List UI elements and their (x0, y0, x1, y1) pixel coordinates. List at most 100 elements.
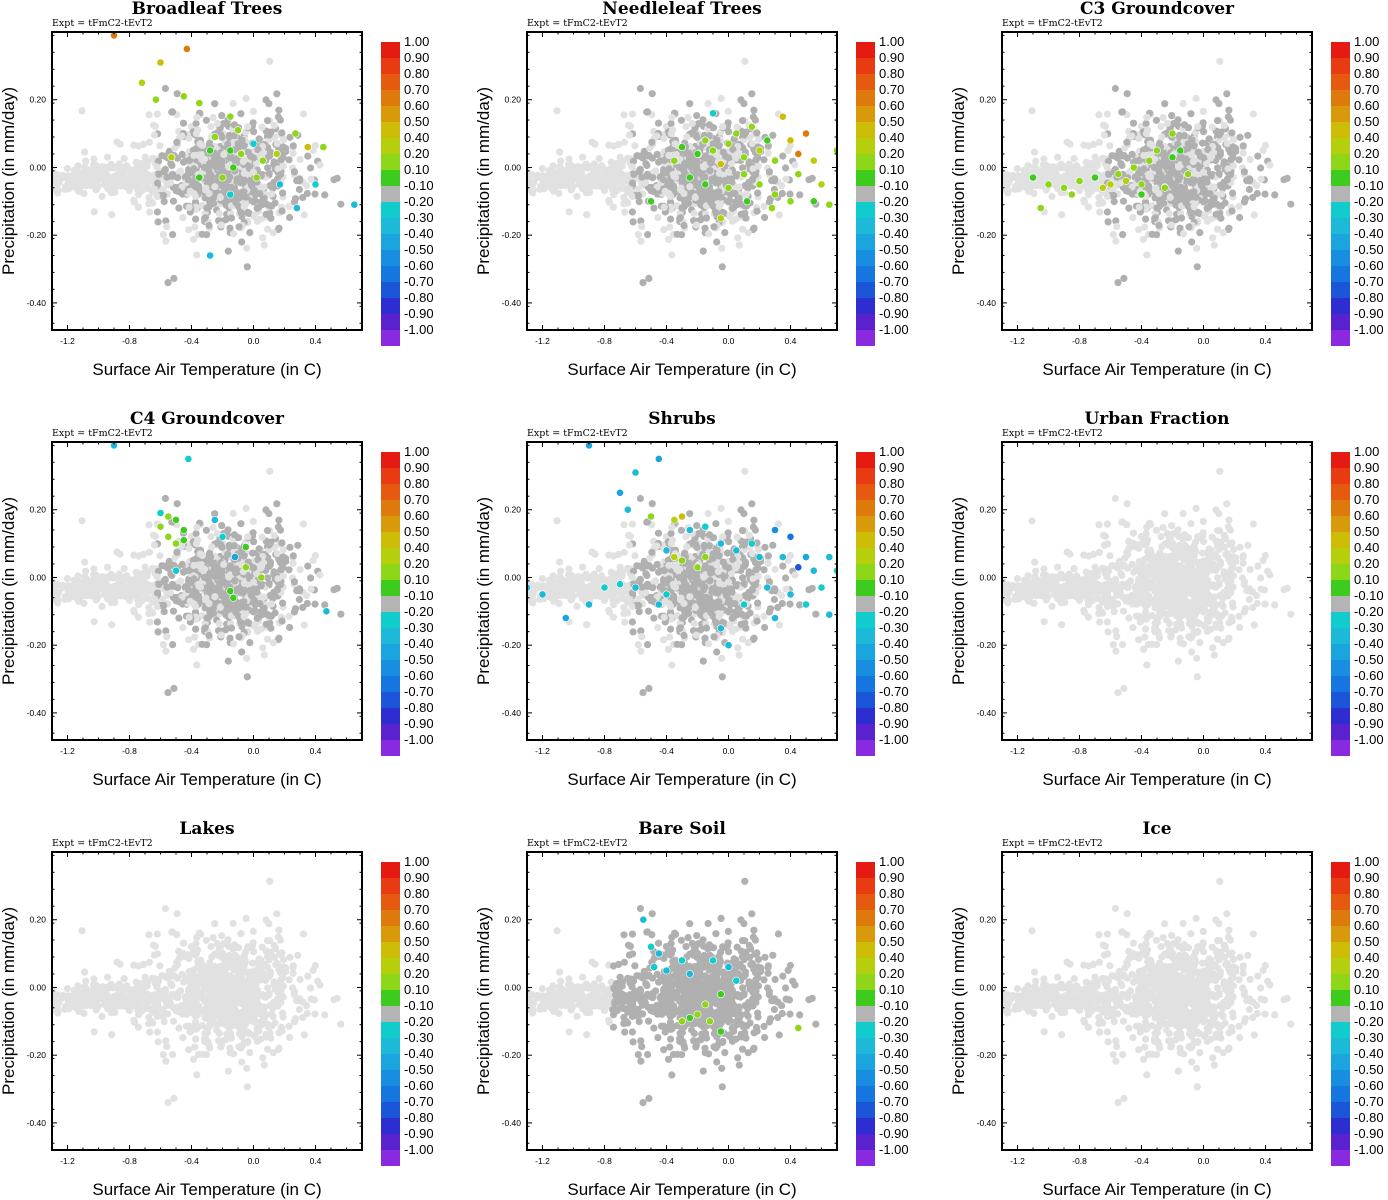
scatter-point (240, 188, 248, 196)
scatter-point (1112, 237, 1120, 245)
colored-point (226, 146, 235, 155)
scatter-point (270, 531, 278, 540)
colored-point (1153, 146, 1161, 155)
scatter-point (254, 145, 262, 154)
scatter-point (1246, 155, 1254, 164)
scatter-point (765, 168, 774, 176)
colorbar-label: -0.40 (404, 226, 434, 241)
scatter-point (289, 559, 297, 567)
scatter-point (1030, 189, 1038, 197)
colored-point (350, 200, 359, 209)
scatter-point (243, 673, 251, 681)
scatter-point (160, 198, 168, 206)
scatter-point (653, 132, 661, 140)
scatter-point (742, 129, 750, 137)
scatter-point (169, 197, 178, 205)
scatter-point (107, 599, 115, 607)
colorbar-label: 0.40 (404, 130, 429, 145)
scatter-point (1197, 179, 1205, 187)
scatter-point (749, 165, 757, 173)
scatter-point (639, 154, 647, 162)
scatter-point (265, 169, 273, 178)
colored-point (291, 129, 300, 138)
scatter-point (174, 174, 182, 182)
scatter-point (159, 641, 167, 649)
colored-point (206, 146, 214, 155)
scatter-point (556, 148, 564, 156)
scatter-point (262, 620, 270, 628)
scatter-point (260, 241, 268, 249)
scatter-point (205, 631, 213, 640)
scatter-point (237, 520, 245, 528)
colored-point (802, 129, 810, 138)
scatter-point (704, 99, 712, 108)
scatter-point (677, 184, 685, 192)
scatter-point (300, 211, 308, 219)
scatter-point (175, 204, 183, 212)
scatter-point (123, 180, 131, 188)
x-tick-label: -0.4 (1134, 336, 1149, 346)
scatter-point (1135, 226, 1143, 234)
colorbar-label: 0.10 (1354, 162, 1379, 177)
y-axis-title: Precipitation (in mm/day) (949, 87, 968, 275)
scatter-point (80, 599, 88, 608)
colorbar-label: 0.80 (879, 66, 904, 81)
scatter-point (1095, 111, 1103, 119)
colored-point (172, 516, 180, 524)
scatter-point (37, 176, 44, 183)
scatter-point (303, 182, 311, 190)
scatter-point (1239, 142, 1247, 150)
scatter-point (90, 565, 98, 573)
scatter-point (266, 467, 274, 475)
scatter-point (636, 84, 645, 93)
colorbar-swatch (1331, 42, 1350, 58)
scatter-point (36, 188, 43, 195)
scatter-point (671, 173, 680, 181)
scatter-point (216, 603, 224, 612)
scatter-point (232, 199, 240, 207)
scatter-point (1103, 208, 1111, 216)
scatter-point (259, 234, 267, 242)
scatter-point (733, 123, 741, 131)
scatter-point (153, 573, 161, 581)
scatter-point (1223, 90, 1231, 98)
scatter-point (1189, 158, 1197, 166)
scatter-point (1266, 161, 1274, 169)
scatter-point (153, 208, 161, 216)
scatter-point (98, 573, 106, 581)
scatter-point (178, 560, 186, 569)
scatter-point (574, 169, 582, 177)
colorbar-swatch (381, 74, 400, 90)
points-layer (36, 32, 359, 287)
scatter-point (264, 574, 272, 582)
scatter-point (240, 176, 248, 184)
scatter-point (1110, 198, 1118, 206)
scatter-point (303, 592, 311, 600)
scatter-point (1123, 138, 1131, 146)
scatter-point (1068, 170, 1076, 178)
scatter-point (285, 202, 293, 210)
scatter-point (565, 155, 573, 163)
colorbar-swatch (381, 90, 400, 106)
colored-point (179, 92, 188, 101)
scatter-point (643, 161, 651, 170)
scatter-point (1022, 176, 1030, 184)
scatter-point (718, 263, 726, 271)
scatter-point (296, 585, 304, 593)
scatter-point (760, 202, 768, 210)
x-tick-label: -1.2 (535, 336, 550, 346)
scatter-point (153, 163, 161, 171)
scatter-point (58, 584, 66, 592)
scatter-point (778, 182, 786, 190)
scatter-point (1110, 191, 1118, 200)
scatter-point (242, 603, 250, 611)
scatter-point (58, 174, 66, 182)
scatter-point (150, 541, 158, 549)
scatter-point (1180, 230, 1188, 238)
scatter-point (146, 185, 154, 193)
scatter-point (626, 122, 635, 130)
scatter-point (512, 176, 519, 183)
scatter-point (518, 184, 525, 191)
scatter-point (684, 114, 692, 122)
